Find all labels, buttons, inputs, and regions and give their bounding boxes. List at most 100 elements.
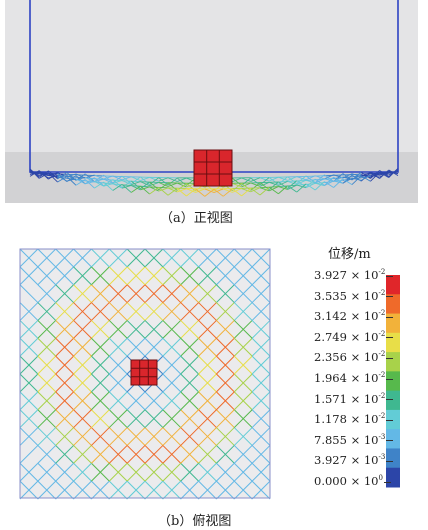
net-strand	[73, 337, 92, 357]
net-strand	[251, 320, 271, 339]
net-strand	[91, 302, 110, 321]
net-strand	[198, 391, 217, 411]
net-strand	[162, 445, 182, 464]
net-strand	[278, 185, 288, 195]
net-strand	[314, 178, 325, 186]
legend-color-swatch	[386, 429, 400, 449]
net-strand	[91, 391, 110, 411]
net-strand	[216, 355, 235, 375]
net-strand	[216, 266, 235, 286]
net-strand	[91, 427, 110, 446]
net-strand	[19, 373, 39, 393]
net-strand	[180, 248, 199, 268]
net-strand	[37, 445, 57, 464]
net-strand	[370, 174, 380, 177]
net-strand	[186, 188, 196, 197]
net-strand	[250, 182, 261, 187]
net-strand	[287, 185, 298, 193]
legend-label-exponent: -2	[378, 329, 386, 338]
net-strand	[223, 188, 233, 193]
net-strand	[232, 183, 242, 188]
net-strand	[94, 174, 104, 180]
net-strand	[324, 178, 334, 182]
net-strand	[19, 427, 39, 446]
legend-label: 2.749 × 10-2	[314, 329, 394, 344]
net-strand	[233, 462, 253, 482]
legend-label-mantissa: 3.142 × 10	[314, 309, 379, 324]
net-strand	[198, 302, 217, 321]
legend-tick	[386, 337, 394, 339]
net-strand	[108, 337, 128, 357]
legend-label-mantissa: 1.178 × 10	[314, 412, 379, 427]
net-strand	[144, 337, 164, 357]
net-strand	[158, 187, 169, 192]
net-strand	[233, 302, 253, 321]
legend-tick	[386, 275, 394, 277]
net-strand	[333, 173, 344, 182]
legend-label: 1.571 × 10-2	[314, 392, 394, 406]
net-strand	[287, 176, 297, 181]
net-strand	[55, 355, 74, 375]
net-strand	[241, 177, 251, 182]
net-strand	[180, 320, 199, 339]
net-strand	[144, 302, 164, 321]
net-strand	[251, 445, 271, 464]
net-strand	[126, 409, 146, 428]
net-strand	[180, 373, 199, 393]
net-strand	[19, 320, 39, 339]
net-strand	[149, 186, 159, 192]
net-strand	[48, 172, 58, 183]
net-strand	[259, 186, 270, 196]
legend-title: 位移/m	[328, 247, 371, 262]
net-strand	[112, 183, 123, 191]
net-strand	[126, 337, 146, 357]
legend-label-mantissa: 7.855 × 10	[314, 432, 379, 447]
net-strand	[55, 427, 74, 446]
net-strand	[251, 337, 271, 357]
legend-label-exponent: -2	[378, 309, 386, 318]
net-strand	[305, 175, 316, 183]
net-strand	[269, 181, 279, 186]
net-strand	[126, 462, 146, 482]
net-strand	[19, 462, 39, 482]
net-strand	[250, 187, 261, 196]
legend-label-mantissa: 0.000 × 10	[314, 474, 379, 488]
red-cube-front	[193, 149, 233, 187]
net-strand	[198, 445, 217, 464]
net-strand	[73, 409, 92, 428]
net-strand	[73, 480, 92, 500]
net-strand	[296, 176, 307, 181]
net-strand	[55, 480, 74, 500]
net-strand	[37, 480, 57, 500]
legend-label: 3.927 × 10-3	[314, 453, 394, 468]
legend-label-mantissa: 2.749 × 10	[314, 329, 379, 344]
legend-label-mantissa: 3.927 × 10	[314, 453, 379, 468]
net-strand	[216, 445, 235, 464]
net-strand	[37, 284, 57, 303]
net-strand	[315, 175, 325, 180]
net-strand	[180, 302, 199, 321]
net-strand	[108, 302, 128, 321]
caption-top-view: （b）俯视图	[158, 514, 232, 529]
legend-label-exponent: -3	[378, 453, 386, 462]
net-strand	[198, 284, 217, 303]
net-strand	[370, 171, 380, 182]
net-strand	[216, 462, 235, 482]
net-strand	[251, 427, 271, 446]
legend-color-swatch	[386, 352, 400, 372]
net-strand	[342, 177, 353, 184]
net-strand	[91, 373, 110, 393]
net-strand	[84, 179, 95, 189]
legend-color-swatch	[386, 294, 400, 315]
net-strand	[91, 284, 110, 303]
net-strand	[103, 175, 113, 180]
net-strand	[55, 337, 74, 357]
net-strand	[233, 284, 253, 303]
net-strand	[314, 181, 325, 191]
net-strand	[108, 373, 128, 393]
net-strand	[144, 409, 164, 428]
net-strand	[57, 175, 68, 182]
net-strand	[250, 187, 261, 193]
net-strand	[55, 445, 74, 464]
legend-tick	[386, 399, 394, 401]
